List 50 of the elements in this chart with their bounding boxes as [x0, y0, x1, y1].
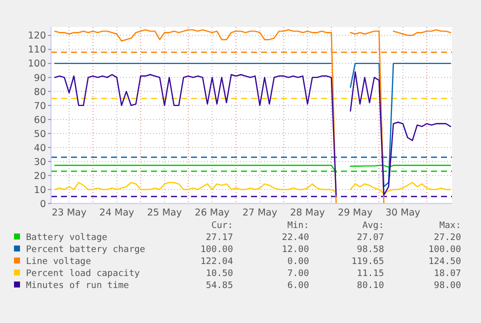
y-tick-label: 110	[28, 44, 46, 56]
text: 122.04	[200, 257, 233, 267]
y-tick-label: 0	[40, 198, 46, 210]
text: 98.00	[434, 281, 461, 291]
y-tick-label: 10	[34, 184, 46, 196]
text: 11.15	[356, 269, 384, 279]
text: 98.58	[356, 245, 384, 255]
text: 27.20	[434, 233, 461, 243]
text: 18.07	[434, 269, 461, 279]
y-tick-label: 30	[34, 156, 46, 168]
text: 27.07	[356, 233, 384, 243]
y-tick-label: 100	[28, 58, 46, 70]
y-tick-label: 90	[34, 72, 46, 84]
x-tick-label: 30 May	[386, 208, 421, 218]
text: 27.17	[206, 233, 233, 243]
x-tick-label: 27 May	[242, 208, 278, 218]
x-tick-label: 23 May	[52, 208, 87, 218]
legend-label: Percent battery charge	[26, 245, 146, 255]
text: 54.85	[206, 281, 233, 291]
x-tick-label: 24 May	[99, 208, 135, 218]
text: 124.50	[428, 257, 461, 267]
text: 119.65	[351, 257, 384, 267]
x-tick-label: 25 May	[147, 208, 182, 218]
text: 22.40	[282, 233, 309, 243]
text: 6.00	[287, 281, 309, 291]
text: 0.00	[287, 257, 309, 267]
x-tick-label: 26 May	[194, 208, 230, 218]
text: 100.00	[200, 245, 233, 255]
text: Max:	[439, 221, 461, 231]
legend-label: Line voltage	[26, 257, 92, 267]
y-tick-label: 60	[34, 114, 46, 126]
text: Min:	[287, 221, 309, 231]
y-tick-label: 70	[34, 100, 46, 112]
y-tick-label: 50	[34, 128, 46, 140]
text: 10.50	[206, 269, 233, 279]
legend-label: Percent load capacity	[26, 269, 140, 279]
text: 80.10	[356, 281, 384, 291]
text: 7.00	[287, 269, 309, 279]
text: Cur:	[211, 221, 233, 231]
x-tick-label: 28 May	[290, 208, 326, 218]
text: Avg:	[362, 221, 384, 231]
y-tick-label: 120	[28, 30, 46, 42]
text: 12.00	[282, 245, 309, 255]
y-tick-label: 80	[34, 86, 46, 98]
y-tick-label: 40	[34, 142, 46, 154]
x-tick-label: 29 May	[338, 208, 373, 218]
y-tick-label: 20	[34, 170, 46, 182]
text: 100.00	[428, 245, 461, 255]
legend-label: Battery voltage	[26, 233, 108, 243]
legend-label: Minutes of run time	[26, 281, 129, 291]
